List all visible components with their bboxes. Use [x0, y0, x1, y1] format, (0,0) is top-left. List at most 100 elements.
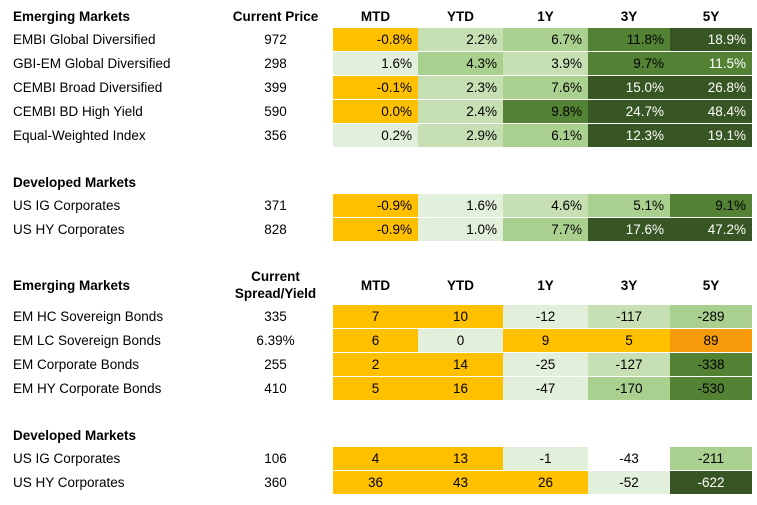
- value-cell-5y: 11.5%: [670, 51, 752, 76]
- value-cell-3y: -170: [588, 376, 670, 401]
- value-cell-1y: 26: [503, 470, 588, 495]
- value-cell-3y: 5.1%: [588, 194, 670, 218]
- current-value: 335: [264, 309, 287, 325]
- value-cell-ytd: 43: [418, 470, 503, 495]
- spread-changes-table: Emerging Markets Current Spread/Yield MTD…: [0, 265, 752, 495]
- value-cell-3y: 11.8%: [588, 28, 670, 52]
- value-cell-3y: -127: [588, 352, 670, 377]
- value-cell-mtd: 6: [333, 328, 418, 353]
- value-cell-mtd: 5: [333, 376, 418, 401]
- value-cell-5y: -338: [670, 352, 752, 377]
- table-row: US IG Corporates 106 4 13 -1 -43 -211: [0, 447, 752, 471]
- row-label: CEMBI BD High Yield: [13, 104, 143, 119]
- column-header-1y: 1Y: [537, 277, 554, 293]
- value-cell-ytd: 10: [418, 305, 503, 329]
- value-cell-3y: -52: [588, 470, 670, 495]
- value-cell-ytd: 2.9%: [418, 123, 503, 148]
- value-cell-ytd: 2.4%: [418, 99, 503, 124]
- header-line: Spread/Yield: [234, 286, 317, 301]
- value-cell-ytd: 16: [418, 376, 503, 401]
- table-row: US HY Corporates 828 -0.9% 1.0% 7.7% 17.6% 47.…: [0, 217, 752, 242]
- value-cell-1y: 3.9%: [503, 51, 588, 76]
- value-cell-5y: -211: [670, 447, 752, 471]
- column-header-3y: 3Y: [620, 277, 638, 293]
- current-value: 972: [264, 32, 287, 48]
- value-cell-1y: -1: [503, 447, 588, 471]
- row-label: US IG Corporates: [13, 198, 121, 214]
- value-cell-5y: 48.4%: [670, 99, 752, 124]
- value-cell-mtd: 7: [333, 305, 418, 329]
- value-cell-3y: 5: [588, 328, 670, 353]
- value-cell-ytd: 2.2%: [418, 28, 503, 52]
- value-cell-ytd: 2.3%: [418, 75, 503, 100]
- value-cell-5y: -622: [670, 470, 752, 495]
- column-header-1y: 1Y: [537, 9, 554, 24]
- value-cell-1y: 6.1%: [503, 123, 588, 148]
- table-row: EM HC Sovereign Bonds 335 7 10 -12 -117 -289: [0, 305, 752, 329]
- value-cell-5y: 47.2%: [670, 217, 752, 242]
- current-value: 590: [264, 104, 287, 119]
- row-label: EM HY Corporate Bonds: [13, 381, 162, 396]
- value-cell-1y: -25: [503, 352, 588, 377]
- value-cell-3y: -43: [588, 447, 670, 471]
- value-cell-3y: 24.7%: [588, 99, 670, 124]
- value-cell-3y: 12.3%: [588, 123, 670, 148]
- value-cell-5y: -289: [670, 305, 752, 329]
- value-cell-5y: 18.9%: [670, 28, 752, 52]
- column-header-5y: 5Y: [702, 9, 720, 24]
- value-cell-ytd: 1.6%: [418, 194, 503, 218]
- value-cell-ytd: 14: [418, 352, 503, 377]
- current-value: 371: [264, 198, 287, 214]
- value-cell-5y: 9.1%: [670, 194, 752, 218]
- value-cell-3y: 15.0%: [588, 75, 670, 100]
- column-header-current-spread: Current Spread/Yield: [218, 265, 333, 305]
- section-title: Emerging Markets: [13, 9, 131, 24]
- column-header-ytd: YTD: [447, 9, 474, 24]
- row-label: US IG Corporates: [13, 451, 121, 467]
- table-row: CEMBI Broad Diversified 399 -0.1% 2.3% 7.6% 1…: [0, 75, 752, 100]
- value-cell-ytd: 13: [418, 447, 503, 471]
- table-row: EM HY Corporate Bonds 410 5 16 -47 -170 -530: [0, 376, 752, 401]
- section-title: Developed Markets: [13, 175, 137, 190]
- value-cell-mtd: 0.0%: [333, 99, 418, 124]
- table-row: US HY Corporates 360 36 43 26 -52 -622: [0, 470, 752, 495]
- table-row: EM LC Sovereign Bonds 6.39% 6 0 9 5 89: [0, 328, 752, 353]
- value-cell-1y: -12: [503, 305, 588, 329]
- value-cell-mtd: -0.8%: [333, 28, 418, 52]
- table-row: EMBI Global Diversified 972 -0.8% 2.2% 6.7% 1…: [0, 28, 752, 52]
- column-header-5y: 5Y: [702, 277, 720, 293]
- value-cell-5y: 19.1%: [670, 123, 752, 148]
- current-value: 356: [264, 128, 287, 143]
- row-label: US HY Corporates: [13, 222, 125, 237]
- table-row: CEMBI BD High Yield 590 0.0% 2.4% 9.8% 24.7% 4…: [0, 99, 752, 124]
- value-cell-5y: 26.8%: [670, 75, 752, 100]
- column-header-ytd: YTD: [447, 277, 474, 293]
- row-label: Equal-Weighted Index: [13, 128, 146, 143]
- value-cell-1y: -47: [503, 376, 588, 401]
- value-cell-3y: -117: [588, 305, 670, 329]
- current-value: 399: [264, 80, 287, 95]
- spread-header-row: Emerging Markets Current Spread/Yield MTD…: [0, 265, 752, 305]
- current-value: 6.39%: [256, 333, 295, 348]
- value-cell-mtd: -0.9%: [333, 194, 418, 218]
- value-cell-3y: 9.7%: [588, 51, 670, 76]
- value-cell-5y: -530: [670, 376, 752, 401]
- value-cell-1y: 6.7%: [503, 28, 588, 52]
- value-cell-mtd: 36: [333, 470, 418, 495]
- column-header-mtd: MTD: [360, 9, 391, 24]
- current-value: 828: [264, 222, 287, 237]
- current-value: 298: [264, 56, 287, 71]
- section-header-row: Developed Markets: [0, 424, 752, 447]
- table-row: GBI-EM Global Diversified 298 1.6% 4.3% 3.9%…: [0, 51, 752, 76]
- value-cell-ytd: 0: [418, 328, 503, 353]
- column-header-3y: 3Y: [620, 9, 638, 24]
- current-value: 106: [264, 451, 287, 467]
- row-label: US HY Corporates: [13, 475, 125, 490]
- column-header-mtd: MTD: [360, 277, 391, 293]
- value-cell-1y: 4.6%: [503, 194, 588, 218]
- current-value: 255: [264, 357, 287, 372]
- value-cell-1y: 9.8%: [503, 99, 588, 124]
- table-row: US IG Corporates 371 -0.9% 1.6% 4.6% 5.1% 9.1%: [0, 194, 752, 218]
- row-spacer: [0, 401, 752, 425]
